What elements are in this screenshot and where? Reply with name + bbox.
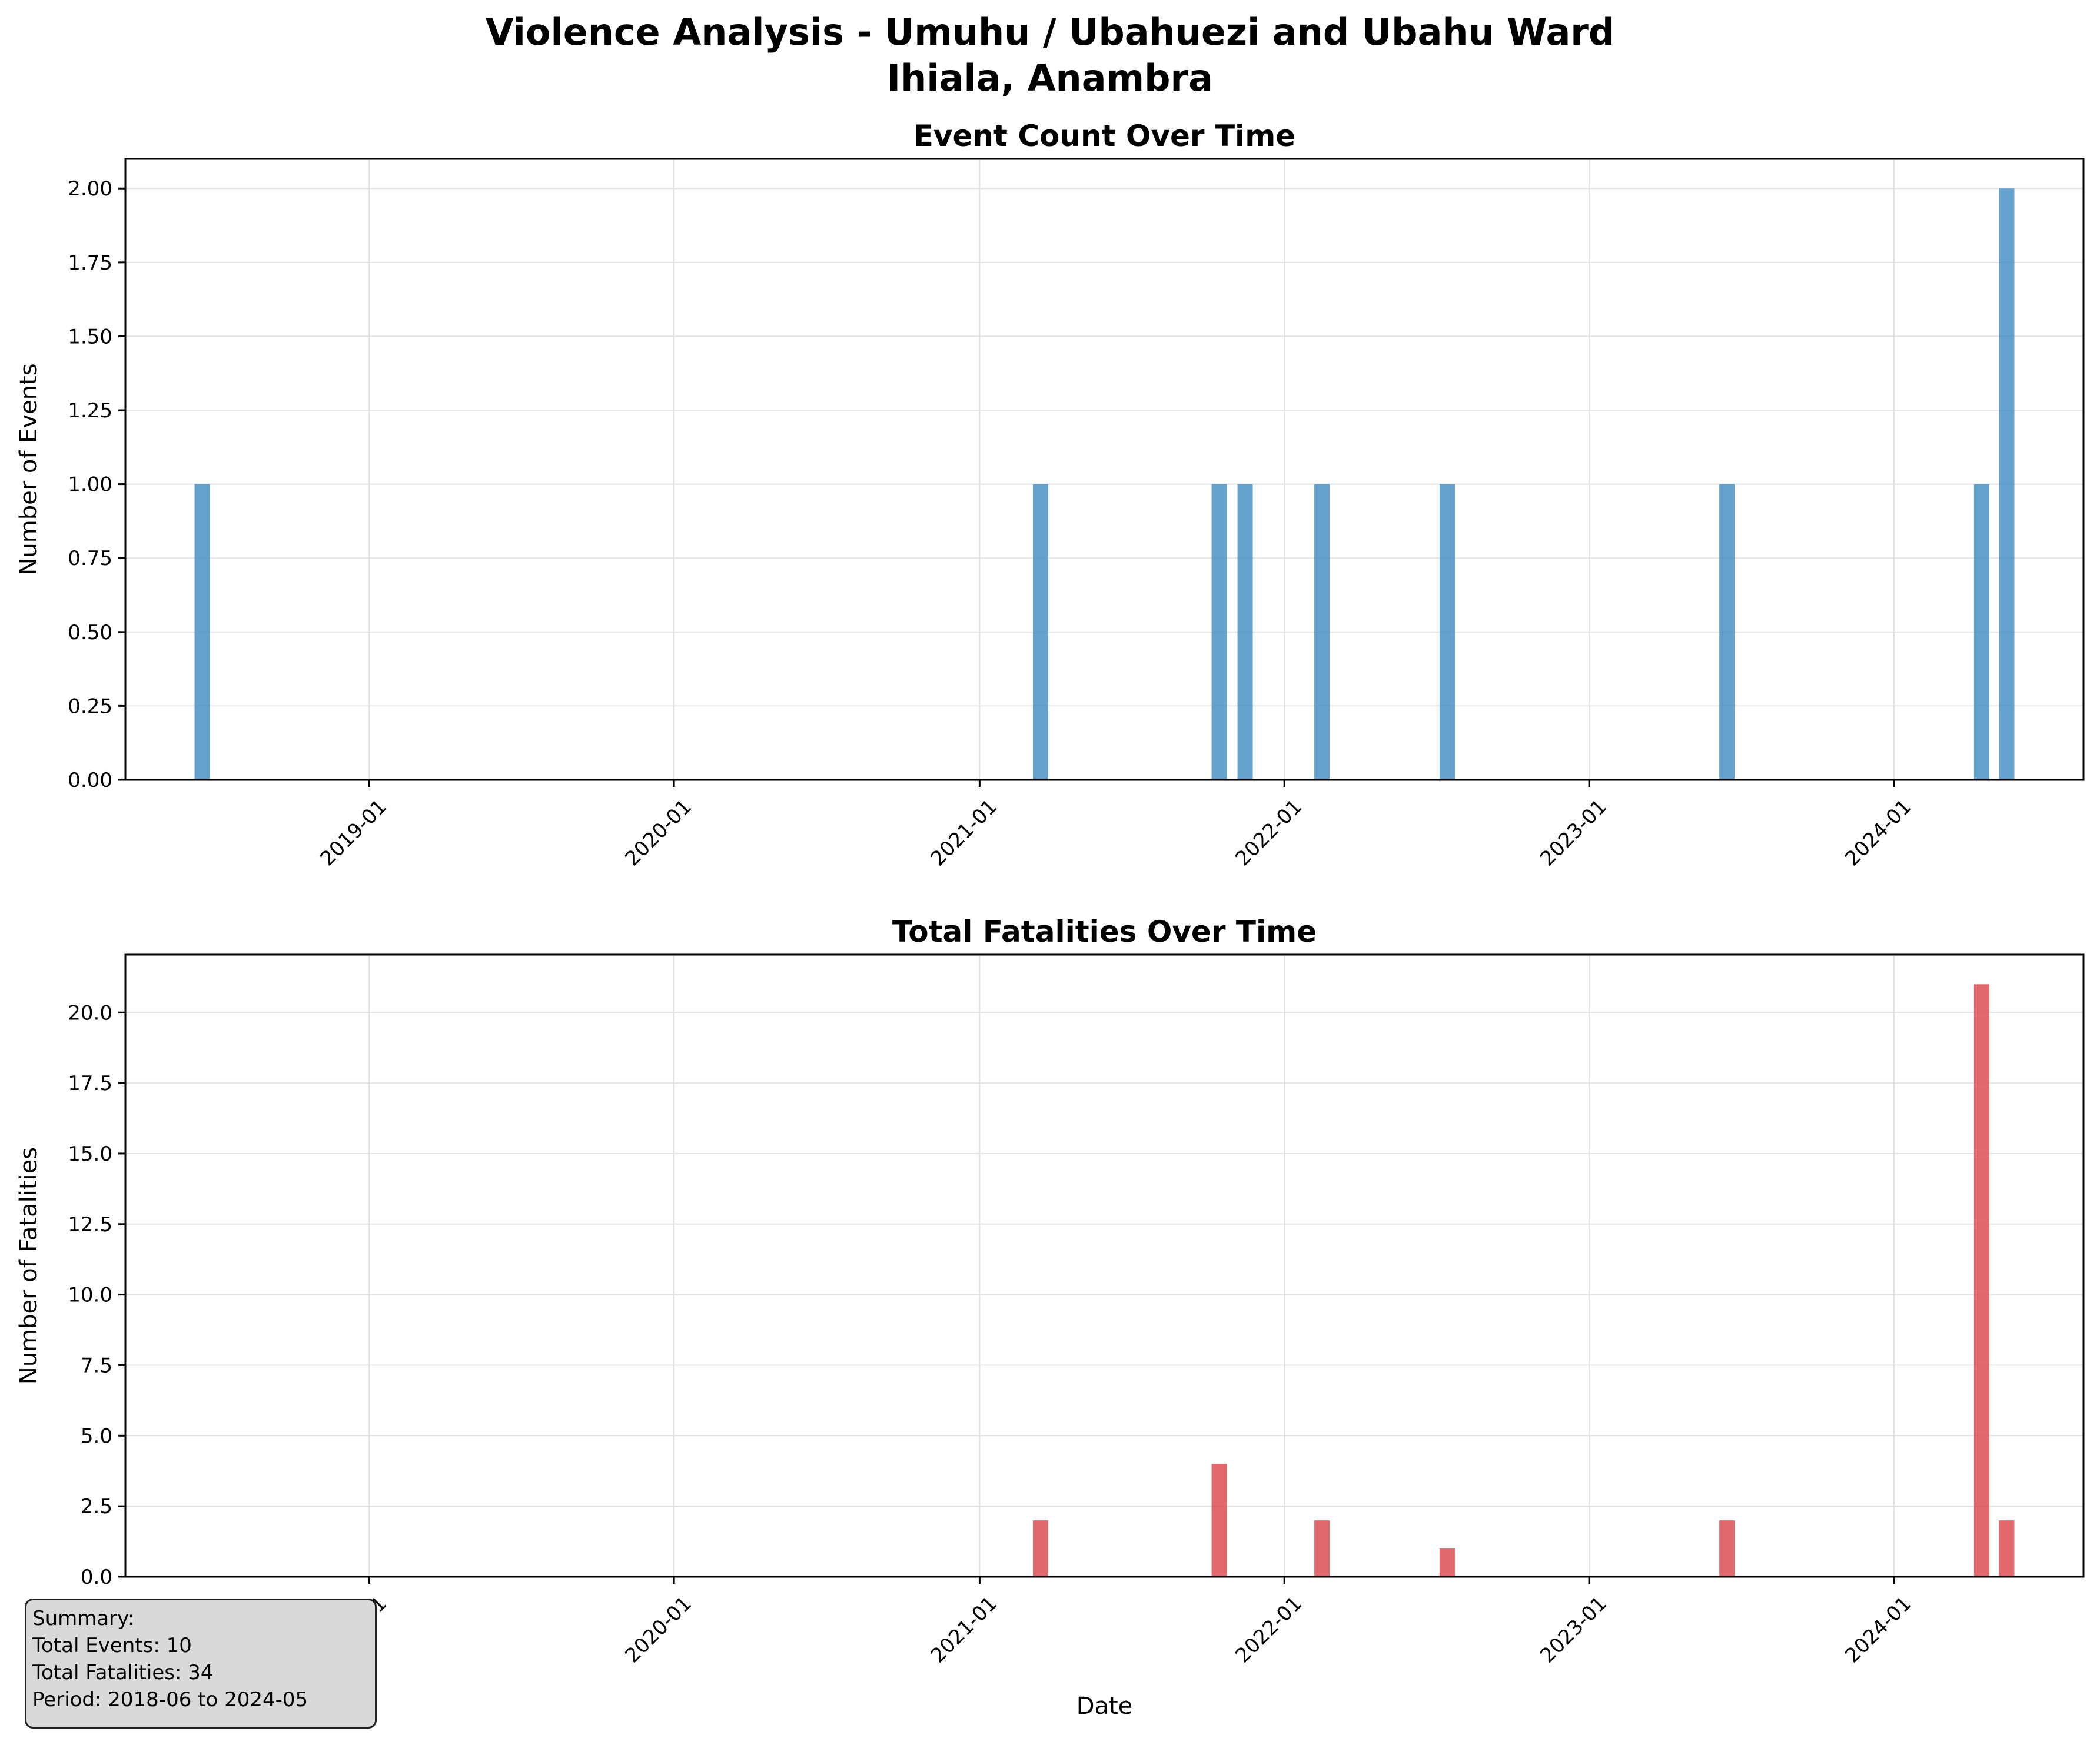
y-tick-label: 20.0	[68, 1001, 112, 1025]
x-tick-label: 2021-01	[926, 1592, 1002, 1668]
bar	[1999, 1520, 2015, 1577]
bar	[1719, 1520, 1735, 1577]
x-tick-label: 2021-01	[926, 795, 1002, 871]
subplot-title: Total Fatalities Over Time	[892, 915, 1317, 949]
x-tick-label: 2023-01	[1536, 795, 1611, 871]
x-tick-label: 2022-01	[1231, 1592, 1307, 1668]
bar	[1237, 484, 1253, 780]
y-tick-label: 15.0	[68, 1142, 112, 1166]
bar	[1032, 484, 1048, 780]
bar	[1973, 984, 1989, 1577]
bar	[1973, 484, 1989, 780]
axes-frame	[124, 158, 2085, 781]
axes-frame	[124, 953, 2085, 1578]
bar	[1719, 484, 1735, 780]
x-axis-label: Date	[1076, 1693, 1133, 1720]
summary-heading: Summary:	[32, 1607, 135, 1630]
y-tick-label: 12.5	[68, 1213, 112, 1237]
y-tick-label: 1.50	[68, 325, 112, 348]
y-tick-label: 5.0	[81, 1424, 112, 1448]
bar	[1999, 188, 2015, 780]
x-tick-label: 2020-01	[620, 1592, 696, 1668]
x-tick-label: 2020-01	[620, 795, 696, 871]
bar	[1211, 1464, 1227, 1577]
y-tick-label: 0.0	[81, 1566, 112, 1589]
y-tick-label: 1.75	[68, 251, 112, 275]
x-tick-label: 2019-01	[315, 795, 391, 871]
y-tick-label: 1.00	[68, 473, 112, 497]
x-tick-label: 2022-01	[1231, 795, 1307, 871]
x-tick-label: 2024-01	[1840, 795, 1916, 871]
y-tick-label: 2.00	[68, 177, 112, 201]
y-tick-label: 1.25	[68, 399, 112, 423]
x-tick-label: 2023-01	[1536, 1592, 1611, 1668]
subplot-title: Event Count Over Time	[913, 119, 1295, 153]
y-axis-label: Number of Events	[15, 363, 42, 575]
bar	[1211, 484, 1227, 780]
y-tick-label: 0.00	[68, 769, 112, 792]
summary-box: Summary: Total Events: 10 Total Fataliti…	[25, 1599, 377, 1729]
y-tick-label: 2.5	[81, 1495, 112, 1518]
y-tick-label: 10.0	[68, 1284, 112, 1307]
y-axis-label: Number of Fatalities	[15, 1147, 42, 1384]
y-tick-label: 7.5	[81, 1354, 112, 1377]
summary-total-fatalities: Total Fatalities: 34	[32, 1661, 214, 1684]
y-tick-label: 0.75	[68, 547, 112, 570]
bar	[1314, 1520, 1330, 1577]
bar	[1032, 1520, 1048, 1577]
bar	[194, 484, 210, 780]
summary-period: Period: 2018-06 to 2024-05	[32, 1688, 308, 1712]
event-count-chart: 0.00 0.25 0.50 0.75 1.00 1.25 1.50 1.75 2.00 2019…	[15, 119, 2085, 871]
y-tick-label: 0.50	[68, 621, 112, 644]
bar	[1314, 484, 1330, 780]
y-tick-label: 17.5	[68, 1072, 112, 1095]
x-tick-label: 2024-01	[1840, 1592, 1916, 1668]
figure-title-line1: Violence Analysis - Umuhu / Ubahuezi and…	[486, 11, 1615, 54]
figure-title-line2: Ihiala, Anambra	[887, 57, 1213, 99]
y-tick-label: 0.25	[68, 694, 112, 718]
summary-total-events: Total Events: 10	[32, 1634, 192, 1657]
bar	[1439, 484, 1455, 780]
bar	[1439, 1548, 1455, 1577]
